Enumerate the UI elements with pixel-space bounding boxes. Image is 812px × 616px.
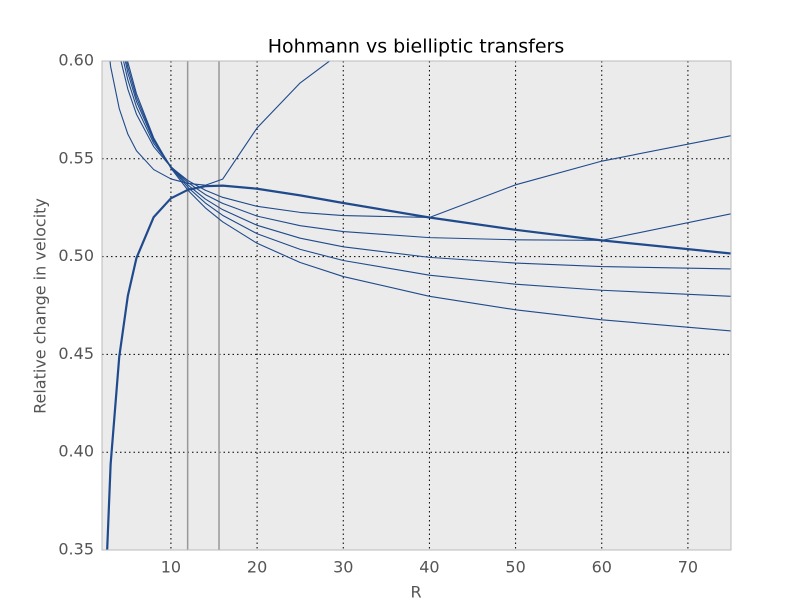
x-tick-label: 50 xyxy=(505,558,525,577)
x-tick-label: 30 xyxy=(333,558,353,577)
chart-title: Hohmann vs bielliptic transfers xyxy=(268,36,565,58)
x-tick-label: 40 xyxy=(419,558,439,577)
x-tick-label: 60 xyxy=(592,558,612,577)
y-tick-label: 0.55 xyxy=(58,148,94,167)
series-line xyxy=(109,61,331,186)
x-tick-label: 70 xyxy=(678,558,698,577)
series-line xyxy=(127,61,731,332)
y-axis-label: Relative change in velocity xyxy=(31,198,50,414)
series-line xyxy=(120,61,731,219)
series-line xyxy=(125,61,731,297)
y-tick-label: 0.50 xyxy=(58,246,94,265)
y-tick-label: 0.60 xyxy=(58,51,94,70)
series-line xyxy=(122,61,731,241)
plot-background xyxy=(102,61,731,550)
y-tick-label: 0.40 xyxy=(58,442,94,461)
x-tick-label: 10 xyxy=(161,558,181,577)
plot-frame xyxy=(101,60,732,551)
x-axis-label: R xyxy=(410,583,421,602)
plot-area xyxy=(106,61,731,550)
series-line xyxy=(106,184,731,550)
y-tick-label: 0.35 xyxy=(58,540,94,559)
y-tick-label: 0.45 xyxy=(58,344,94,363)
x-tick-label: 20 xyxy=(247,558,267,577)
series-line xyxy=(124,61,731,270)
